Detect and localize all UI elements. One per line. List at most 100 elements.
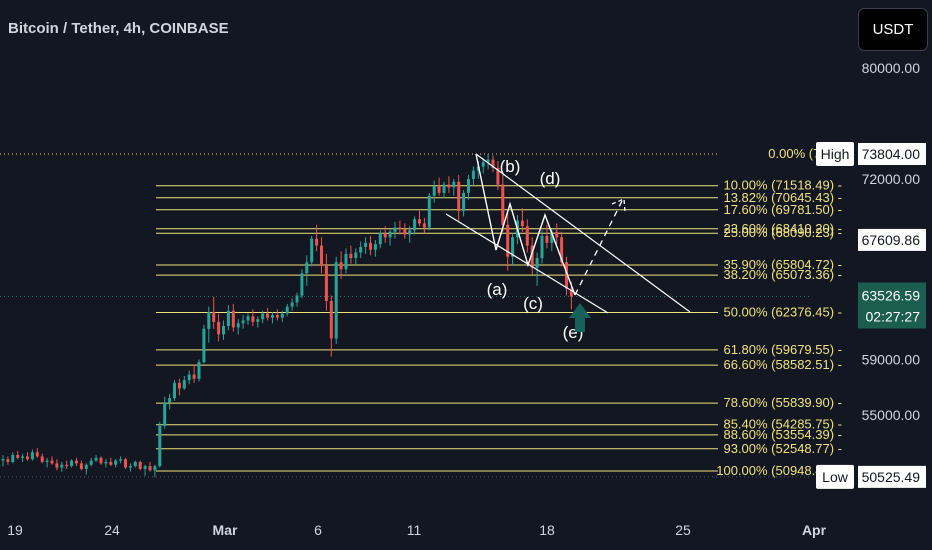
candle-body	[339, 262, 343, 270]
candle-body	[217, 321, 221, 335]
candle-body	[344, 253, 348, 270]
currency-button[interactable]: USDT	[858, 8, 928, 51]
candle-body	[383, 233, 387, 238]
tag-badge	[816, 464, 854, 489]
fib-label: 10.00% (71518.49) -	[723, 178, 842, 193]
fib-label: 100.00% (50948.45) -	[716, 463, 842, 478]
y-tick-label: 80000.00	[862, 60, 921, 76]
candle-body	[275, 314, 279, 318]
candle-body	[364, 242, 368, 247]
fib-label: 78.60% (55839.90) -	[723, 395, 842, 410]
candle-body	[393, 227, 397, 232]
candle-body	[6, 459, 10, 462]
candle-body	[349, 253, 353, 259]
candle-body	[285, 306, 289, 314]
candle-body	[555, 231, 559, 238]
candle-body	[138, 461, 142, 469]
candle-body	[378, 233, 382, 245]
tag-badge	[816, 142, 854, 166]
candle-body	[202, 328, 206, 363]
candle-body	[535, 258, 539, 268]
candle-body	[173, 382, 176, 399]
candle-body	[525, 226, 529, 246]
fib-label: 66.60% (58582.51) -	[723, 357, 842, 372]
candle-body	[457, 181, 461, 211]
fib-label: 25.00% (68090.23) -	[723, 225, 842, 240]
candle-body	[300, 273, 304, 296]
candle-body	[427, 195, 431, 228]
candle-body	[369, 242, 372, 250]
candle-body	[45, 460, 49, 462]
candle-body	[104, 461, 108, 464]
channel-upper-line	[475, 153, 691, 313]
candle-body	[354, 252, 358, 259]
candle-body	[565, 262, 568, 289]
candle-body	[197, 362, 201, 379]
candle-body	[560, 237, 564, 263]
candle-body	[79, 463, 83, 469]
x-tick-label: 19	[7, 522, 23, 538]
y-tick-label: 59000.00	[862, 351, 921, 367]
candle-body	[148, 466, 152, 471]
candle-body	[65, 464, 69, 467]
y-tick-label: 55000.00	[862, 407, 921, 423]
tag-badge-text: High	[821, 146, 850, 162]
candle-body	[11, 455, 15, 462]
candle-body	[320, 245, 323, 266]
x-tick-label: 6	[314, 522, 322, 538]
candle-body	[192, 374, 196, 379]
candle-body	[128, 466, 132, 468]
candle-body	[540, 235, 544, 259]
candle-body	[16, 455, 20, 458]
candle-body	[246, 316, 250, 321]
candle-body	[305, 262, 309, 274]
candle-body	[467, 179, 470, 193]
candle-body	[476, 166, 480, 171]
x-tick-label: Apr	[802, 522, 827, 538]
candle-body	[222, 326, 225, 335]
candle-body	[153, 466, 157, 471]
candle-body	[55, 463, 59, 468]
fib-label: 50.00% (62376.45) -	[723, 304, 842, 319]
price-badge	[858, 143, 926, 165]
candle-body	[207, 312, 211, 329]
candle-body	[422, 223, 426, 228]
candle-body	[452, 181, 456, 188]
candle-body	[266, 313, 270, 318]
candle-body	[261, 313, 265, 320]
candle-body	[212, 312, 216, 322]
candle-body	[109, 461, 113, 465]
candle-body	[60, 464, 64, 468]
fib-label: 35.90% (65804.72) -	[723, 257, 842, 272]
fib-label: 23.60% (68410.20) -	[723, 221, 842, 236]
x-tick-label: Mar	[213, 522, 238, 538]
x-tick-label: 11	[407, 522, 422, 538]
candle-body	[187, 374, 191, 381]
candle-body	[143, 466, 147, 469]
candle-body	[418, 219, 421, 224]
candle-body	[21, 456, 25, 458]
candle-body	[256, 319, 260, 322]
y-tick-label: 72000.00	[862, 171, 921, 187]
candle-body	[373, 244, 377, 250]
candle-body	[84, 464, 88, 469]
wave-path	[475, 153, 576, 296]
candle-body	[462, 192, 466, 211]
x-tick-label: 24	[104, 522, 120, 538]
wave-label: (b)	[500, 157, 521, 176]
wave-label: (a)	[487, 280, 508, 299]
fib-label: 38.20% (65073.36) -	[723, 267, 842, 282]
candle-body	[182, 380, 186, 389]
candle-body	[70, 460, 74, 467]
projection-arrow-head	[611, 198, 626, 213]
candle-body	[124, 459, 127, 468]
candle-body	[75, 460, 78, 464]
candle-body	[99, 457, 103, 464]
wave-label: (c)	[523, 294, 543, 313]
price-badge-text: 73804.00	[862, 146, 921, 162]
candle-body	[163, 402, 167, 426]
x-tick-label: 25	[675, 522, 691, 538]
candle-body	[50, 460, 54, 464]
candle-body	[231, 310, 235, 328]
